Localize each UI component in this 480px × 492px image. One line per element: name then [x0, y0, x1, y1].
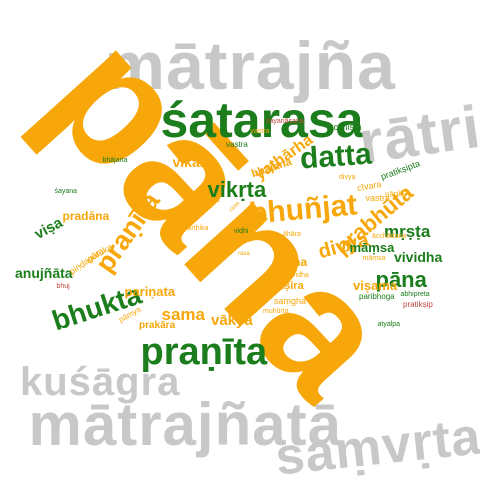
word-anujnata: anujñāta	[15, 265, 73, 281]
word-vakya: vākya	[211, 311, 253, 329]
word-vividha-small: vividha	[287, 271, 309, 279]
word-mrsta: mṛṣṭa	[384, 221, 431, 241]
word-vikrta: vikṛta	[207, 177, 267, 202]
word-vikala: vikāla	[172, 154, 212, 170]
word-parinata: pariṇata	[124, 283, 176, 299]
word-pratiksip: pratikṣip	[403, 300, 433, 309]
word-ahara: āhāra	[283, 230, 301, 238]
word-sama: sama	[161, 304, 205, 324]
word-asana: āsana	[200, 196, 220, 204]
word-satarasa: śatarasa	[160, 92, 364, 148]
word-paribhoga: paribhoga	[359, 292, 395, 301]
word-vastra-2: vastra	[226, 140, 248, 149]
word-ucchista: ucchiṣṭa	[328, 121, 362, 132]
word-bhajana-1: bhājana	[102, 156, 128, 164]
word-pana-small: pāna	[375, 267, 427, 292]
word-vastra-1: vastra	[250, 127, 270, 135]
word-mamsa-2: māṃsa	[362, 254, 386, 262]
word-civara: cīvara	[355, 178, 382, 193]
word-pranita-big: praṇīta	[140, 331, 268, 373]
word-bhuj: bhuj	[56, 282, 70, 290]
word-sayanasana: śayanāsana	[266, 117, 304, 125]
word-kusagra: kuśāgra	[20, 360, 181, 404]
word-rasa-2: rasa	[238, 251, 250, 257]
word-arthika: arthika	[187, 224, 209, 232]
word-mAtrajna: mātrajña	[104, 28, 396, 104]
word-visa: viṣa	[31, 213, 65, 243]
word-sayana: śayana	[54, 187, 78, 195]
word-atyalpa: atyalpa	[377, 320, 401, 328]
word-luha: lūha	[282, 255, 308, 269]
word-visama: viṣama	[353, 277, 398, 293]
word-divya-small: divya	[339, 173, 356, 181]
word-abhipreta: abhipreta	[400, 290, 430, 298]
word-vela: velā	[234, 236, 248, 244]
word-vividha: vividha	[394, 249, 443, 265]
word-acchadana: ācchādana	[372, 232, 407, 240]
word-mamsa-1: māṃsa	[349, 239, 395, 255]
word-matrajnata: mātrajñatā	[28, 391, 342, 458]
word-samgha: saṃgha	[274, 295, 307, 306]
word-muhurta: muhūrta	[263, 307, 289, 315]
word-ksira: kṣīra	[278, 279, 304, 292]
word-pradana: pradāna	[62, 209, 110, 223]
word-vidhi: vidhi	[234, 227, 249, 235]
word-prakara: prakāra	[139, 320, 176, 331]
word-vastra-3: vastra	[365, 192, 391, 203]
